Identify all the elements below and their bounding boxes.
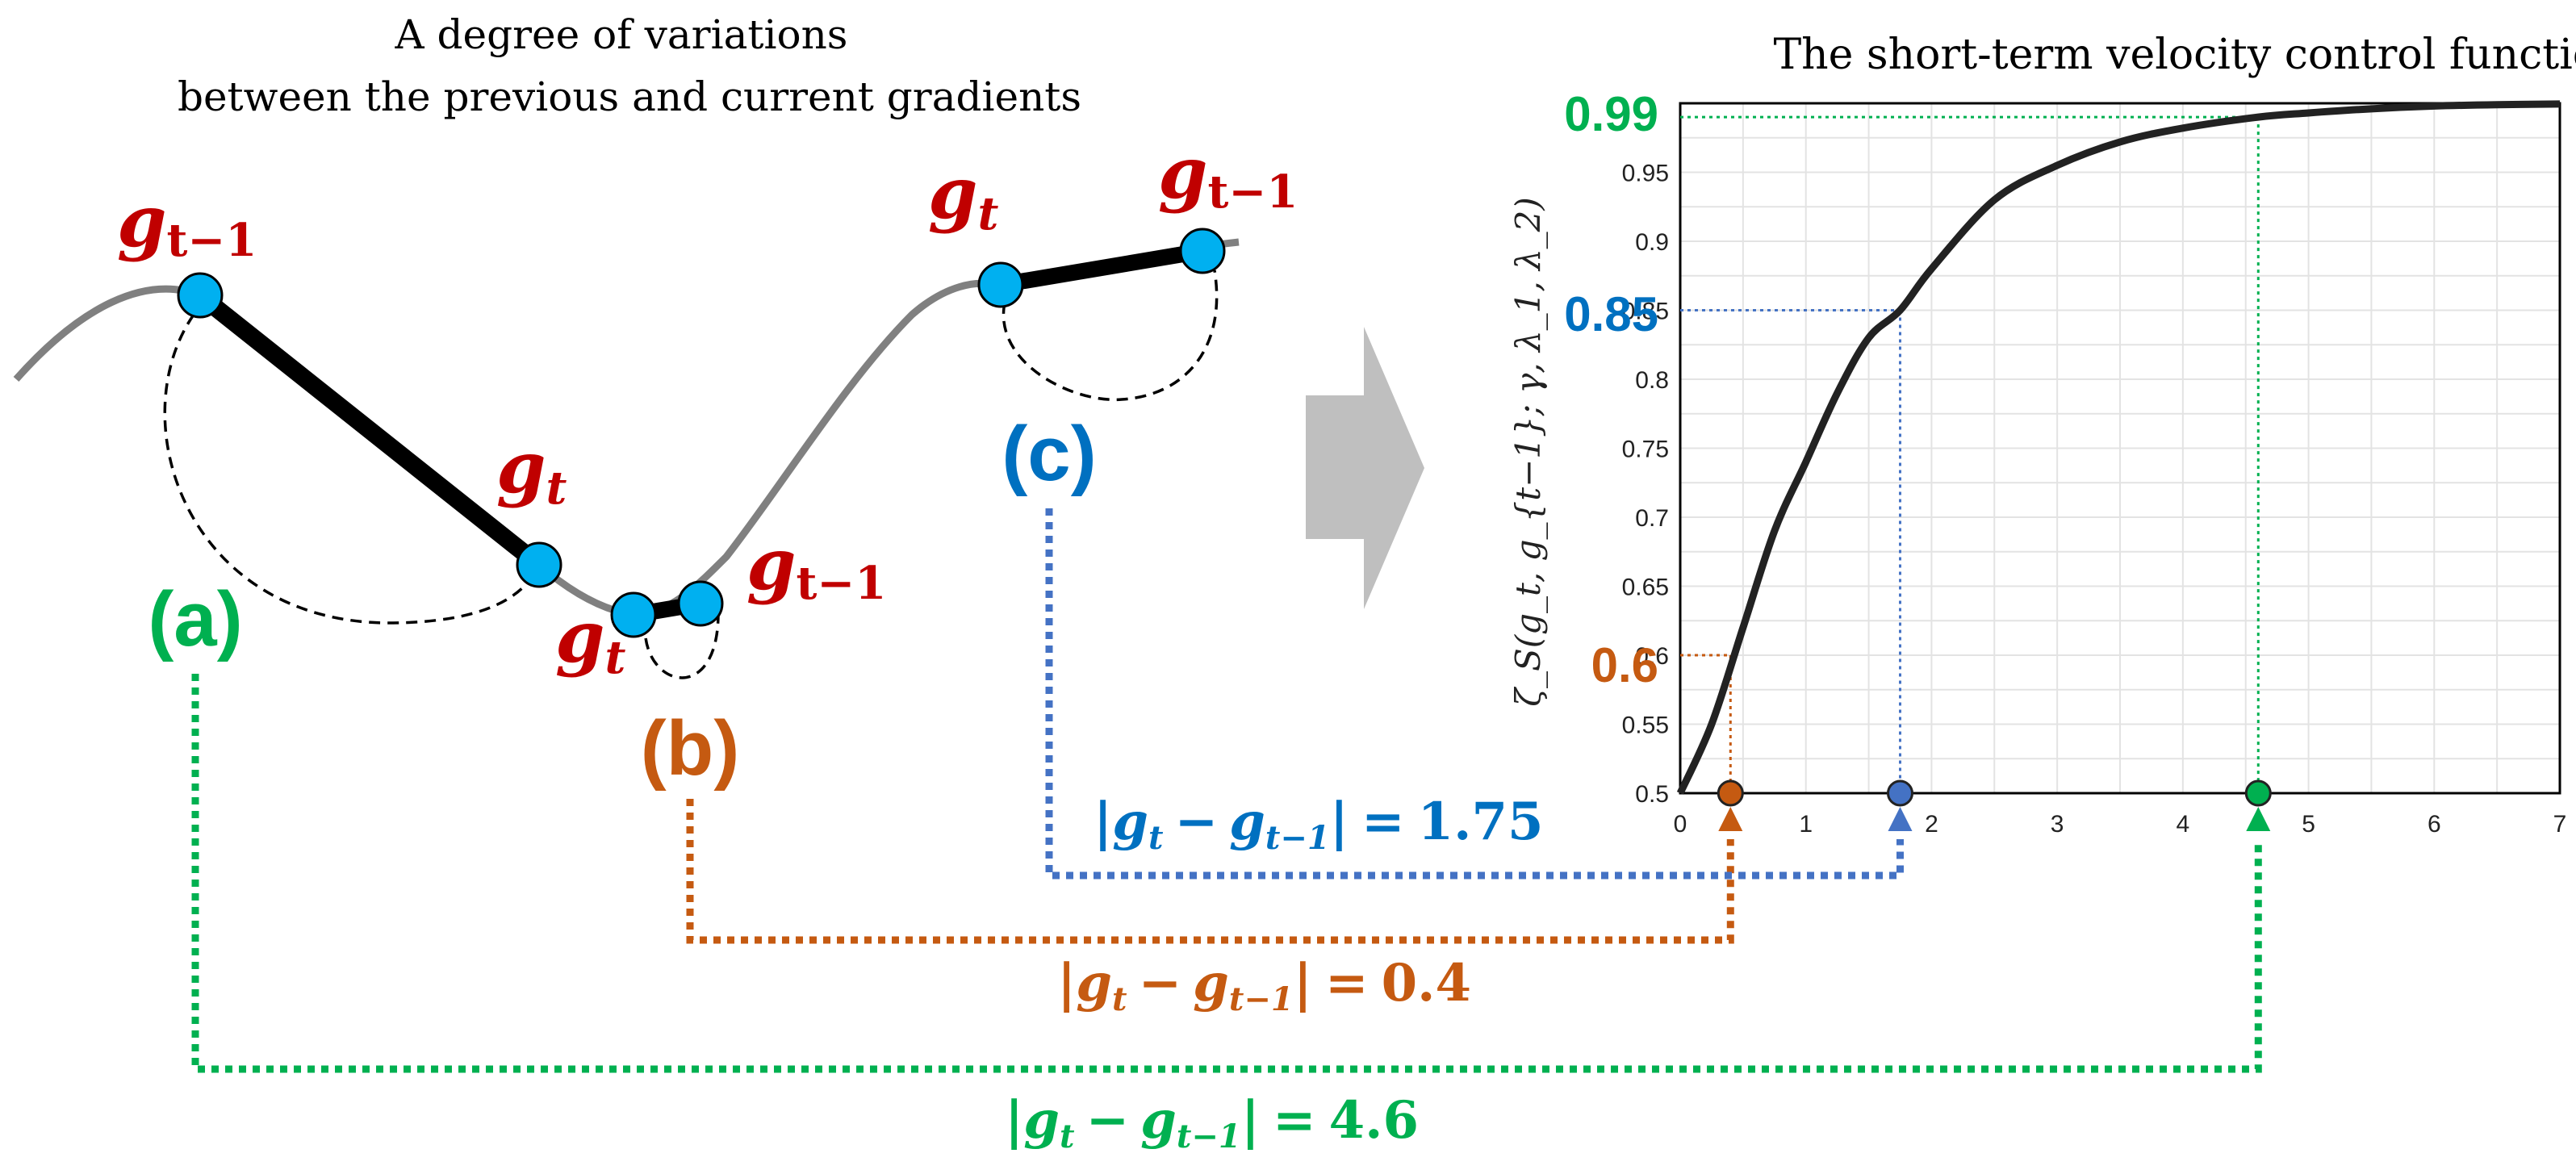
y-tick-label: 0.9 xyxy=(1635,229,1669,256)
level-label-c: 0.85 xyxy=(1564,287,1658,341)
chart-markers xyxy=(1717,779,2272,807)
y-tick-label: 0.95 xyxy=(1622,161,1669,187)
connectors xyxy=(191,508,2271,1073)
y-tick-label: 0.75 xyxy=(1622,437,1669,463)
point-a-curr xyxy=(516,541,562,588)
equation-b: |gt − gt−1| = 0.4 xyxy=(1057,953,1471,1018)
arc-c xyxy=(1002,270,1219,402)
chart-frame xyxy=(1679,102,2561,795)
x-tick-label: 0 xyxy=(1674,811,1687,838)
chart-title: The short-term velocity control function xyxy=(1773,31,2576,79)
connector-a xyxy=(191,674,2262,1073)
y-tick-label: 0.85 xyxy=(1622,299,1669,325)
equation-a: |gt − gt−1| = 4.6 xyxy=(1005,1090,1419,1155)
y-tick-label: 0.6 xyxy=(1635,643,1669,670)
connector-c-arrow-icon xyxy=(1888,807,1913,831)
x-tick-label: 1 xyxy=(1799,811,1813,838)
case-label-a: (a) xyxy=(148,576,242,662)
chart-series-line xyxy=(1676,100,2561,795)
connector-b xyxy=(686,799,1734,944)
point-b-prev xyxy=(677,580,724,627)
y-tick-label: 0.65 xyxy=(1622,575,1669,601)
connector-b-arrow-icon xyxy=(1718,807,1743,831)
connector-a-arrow-icon xyxy=(2246,807,2271,831)
point-a-prev xyxy=(177,272,224,319)
label-a-curr: gt xyxy=(496,425,567,515)
y-tick-label: 0.8 xyxy=(1635,367,1669,394)
equation-c: |gt − gt−1| = 1.75 xyxy=(1094,792,1544,857)
left-title-line2: between the previous and current gradien… xyxy=(178,73,1081,120)
label-c-prev: gt−1 xyxy=(1158,131,1298,219)
x-tick-label: 4 xyxy=(2177,811,2190,838)
level-label-a: 0.99 xyxy=(1564,87,1658,141)
y-tick-label: 0.7 xyxy=(1635,505,1669,532)
segment-a xyxy=(194,288,545,572)
x-tick-label: 2 xyxy=(1925,811,1938,838)
x-tick-label: 5 xyxy=(2302,811,2315,838)
arc-a xyxy=(163,314,541,625)
point-c-curr xyxy=(977,261,1024,308)
y-tick-label: 0.5 xyxy=(1635,781,1669,808)
case-label-c: (c) xyxy=(1002,411,1096,497)
connector-c xyxy=(1045,508,1904,880)
label-b-prev: gt−1 xyxy=(746,522,886,610)
case-label-b: (b) xyxy=(641,705,740,792)
y-tick-label: 0.55 xyxy=(1622,712,1669,739)
chart-guides xyxy=(1680,115,2260,793)
label-a-prev: gt−1 xyxy=(117,179,257,267)
chart-tick-labels: 0 1 2 3 4 5 6 7 0.5 0.55 0.6 0.65 0.7 0.75 0.8 0.85 0.9 0… xyxy=(1622,161,2567,838)
point-c-prev xyxy=(1179,228,1226,274)
arc-b xyxy=(643,612,720,679)
level-label-b: 0.6 xyxy=(1591,638,1658,692)
x-tick-label: 6 xyxy=(2428,811,2441,838)
chart-marker-point xyxy=(1887,779,1913,807)
label-b-curr: gt xyxy=(555,595,626,684)
x-tick-label: 7 xyxy=(2553,811,2567,838)
chart-marker-point xyxy=(1717,779,1744,807)
x-tick-label: 3 xyxy=(2051,811,2064,838)
segment-c xyxy=(999,243,1204,293)
point-b-curr xyxy=(610,591,657,638)
chart-y-axis-label: ζ_S(g_t, g_{t−1}; γ, λ_1, λ_2) xyxy=(1508,197,1548,707)
chart-marker-point xyxy=(2244,779,2272,807)
label-c-curr: gt xyxy=(928,151,999,240)
transition-arrow-icon xyxy=(1306,327,1424,609)
left-title-line1: A degree of variations xyxy=(395,11,848,58)
